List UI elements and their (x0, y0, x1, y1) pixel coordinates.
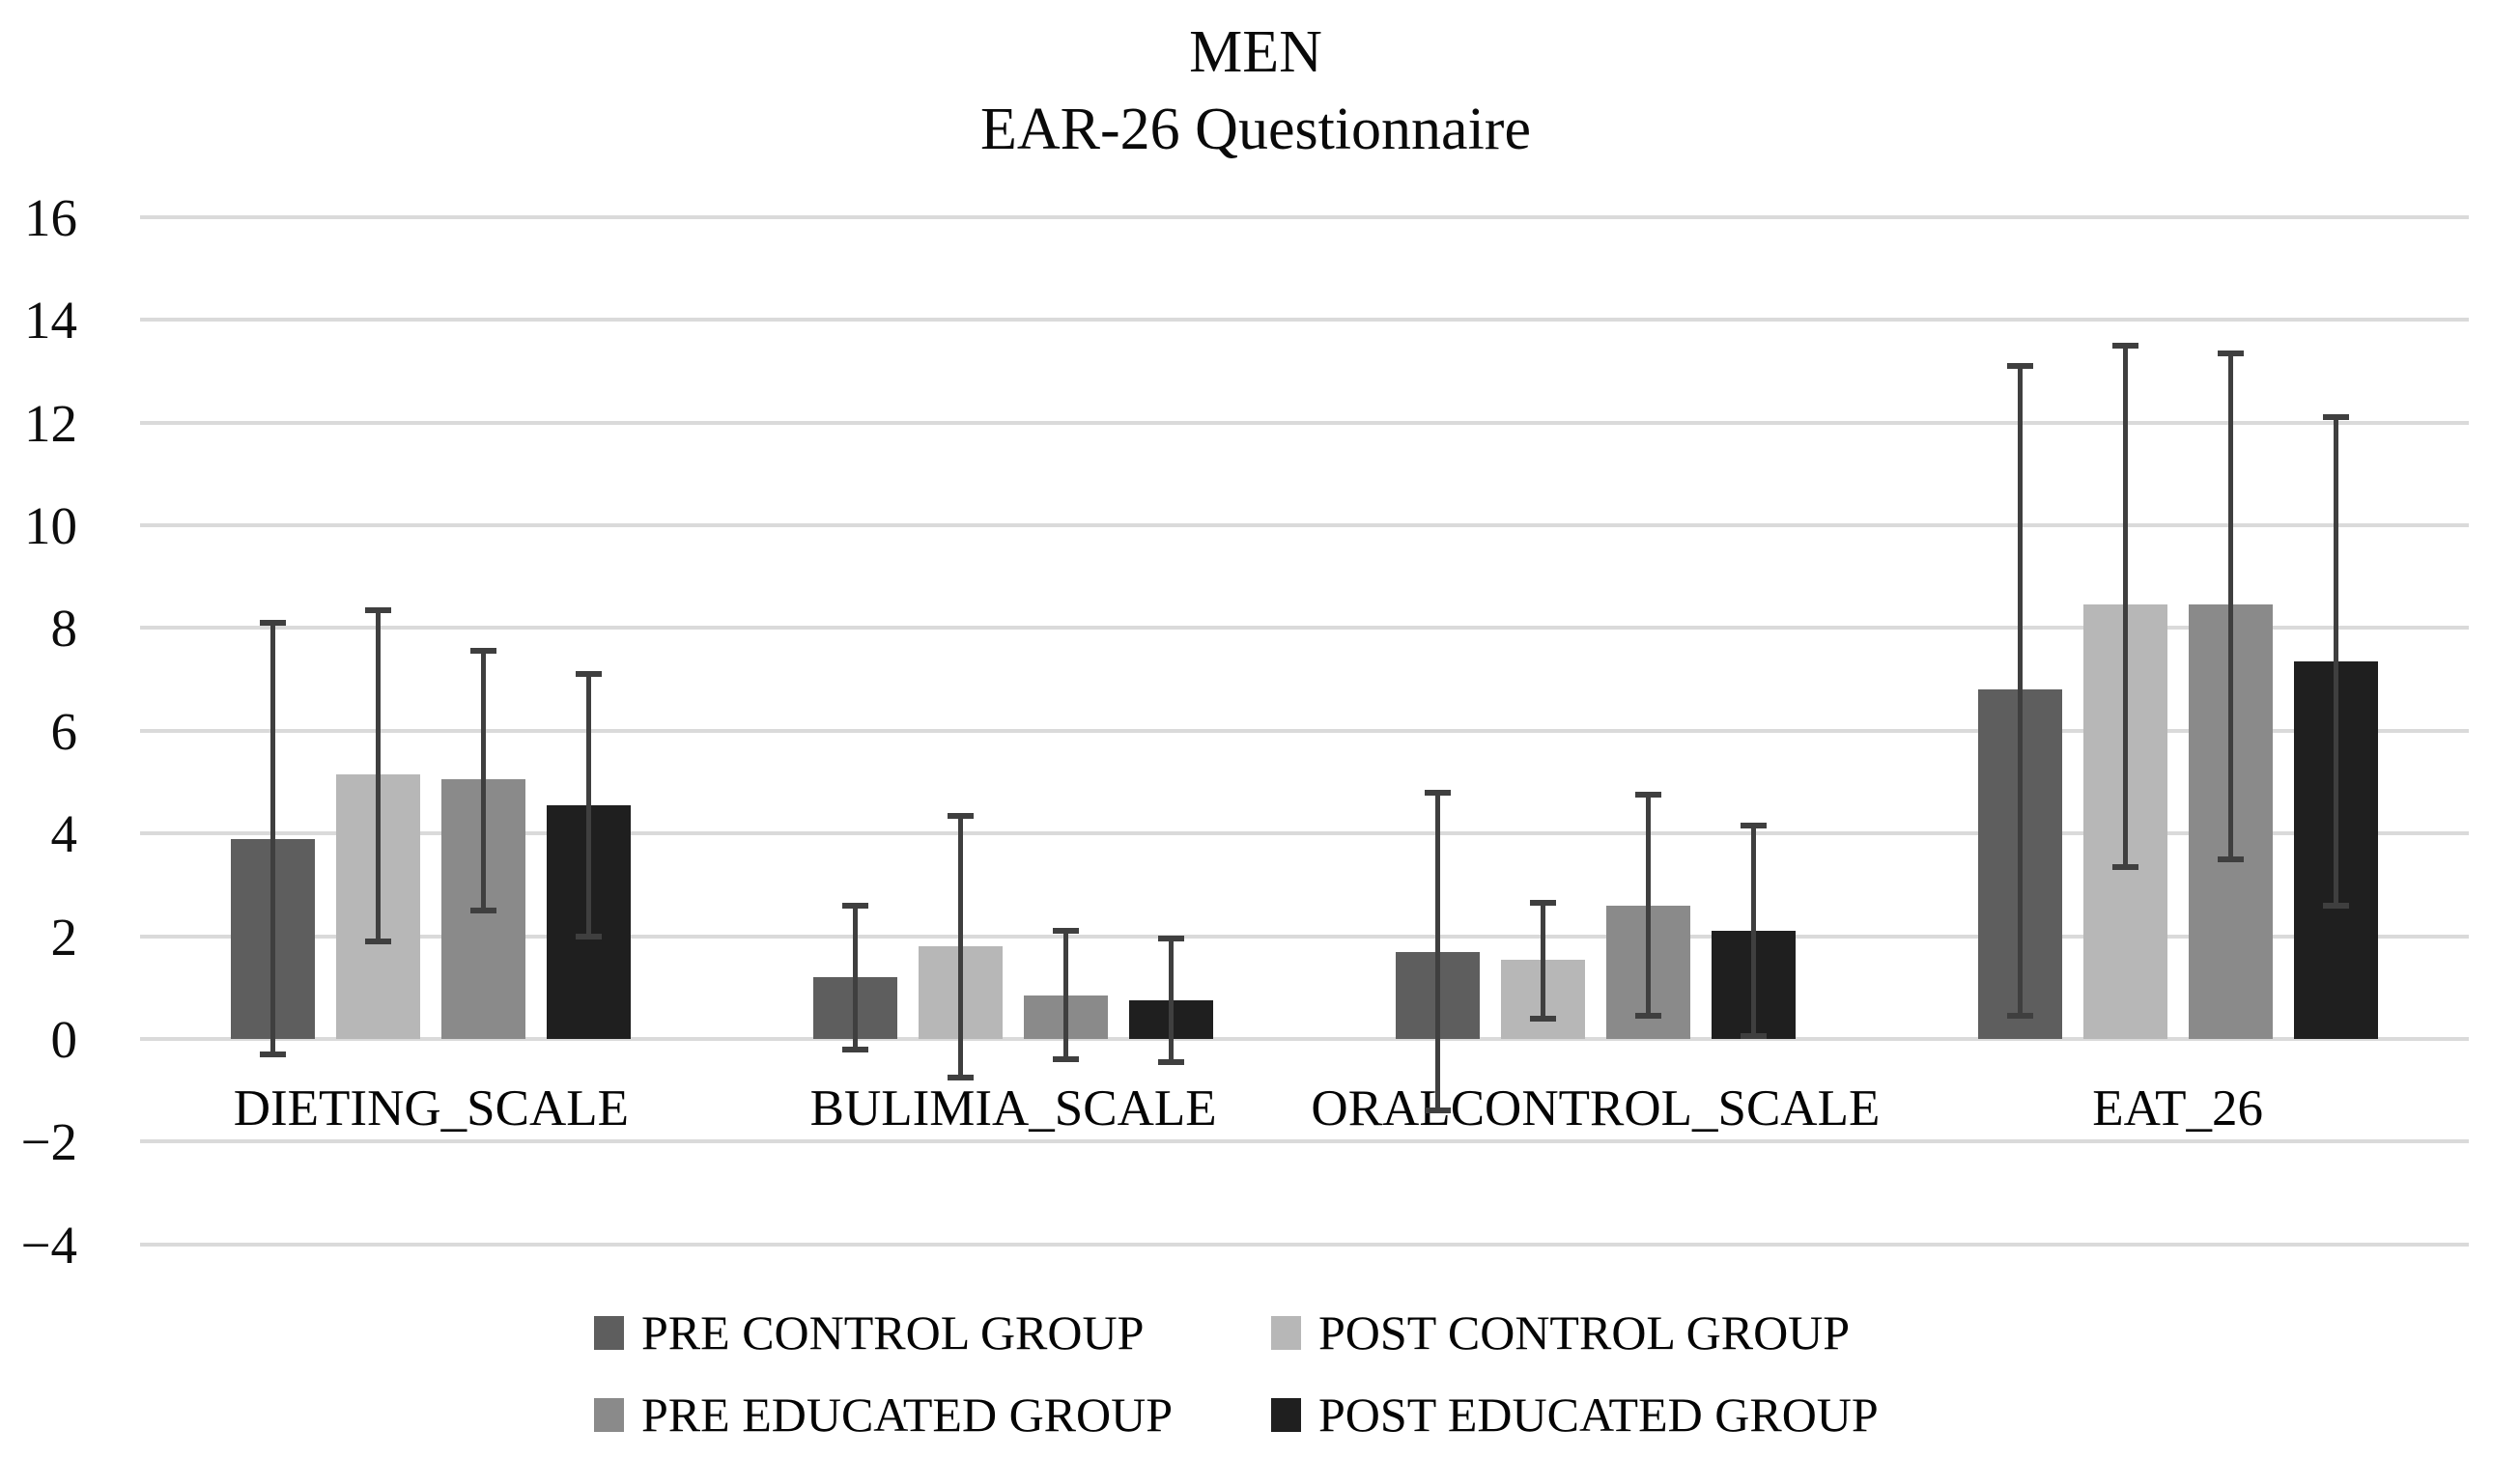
error-bar-bottom-cap (260, 1051, 287, 1057)
error-bar-top-cap (260, 620, 287, 627)
error-bar-top-cap (2006, 363, 2033, 370)
legend-item: PRE CONTROL GROUP (594, 1305, 1145, 1360)
error-bar-top-cap (948, 812, 975, 819)
error-bar-line (2227, 352, 2233, 859)
gridline (140, 318, 2469, 322)
y-axis-tick-label: 6 (50, 701, 78, 761)
y-axis-tick-label: −2 (20, 1112, 77, 1172)
gridline (140, 728, 2469, 733)
legend-swatch (594, 1315, 624, 1350)
legend-item: POST EDUCATED GROUP (1271, 1388, 1879, 1442)
error-bar-bottom-cap (576, 933, 603, 939)
legend-label: POST EDUCATED GROUP (1318, 1388, 1879, 1442)
chart-title-line1: MEN (1189, 19, 1322, 85)
error-bar-line (1645, 795, 1651, 1017)
y-axis-tick-label: −4 (20, 1215, 77, 1275)
error-bar-line (2122, 345, 2128, 867)
y-axis-tick-label: 4 (50, 804, 78, 864)
error-bar-top-cap (2217, 350, 2244, 356)
y-axis-tick-label: 14 (24, 291, 77, 350)
x-axis-category-label: ORALCONTROL_SCALE (1311, 1080, 1881, 1136)
y-axis-tick-label: 0 (50, 1010, 78, 1069)
error-bar-bottom-cap (1158, 1058, 1185, 1065)
x-axis-category-label: DIETING_SCALE (233, 1080, 629, 1136)
error-bar-top-cap (1529, 900, 1556, 907)
error-bar-line (1434, 792, 1440, 1111)
gridline (140, 1242, 2469, 1247)
gridline (140, 1037, 2469, 1041)
y-axis-tick-label: 2 (50, 907, 78, 967)
error-bar-line (481, 651, 487, 911)
error-bar-line (853, 905, 859, 1050)
error-bar-top-cap (1634, 792, 1661, 799)
legend-label: POST CONTROL GROUP (1318, 1305, 1851, 1360)
gridline (140, 831, 2469, 836)
y-axis-tick-label: 16 (24, 187, 77, 247)
x-axis-category-label: EAT_26 (2092, 1080, 2263, 1136)
legend-swatch (1271, 1397, 1301, 1432)
error-bar-line (270, 623, 276, 1054)
error-bar-top-cap (470, 648, 497, 655)
error-bar-line (2017, 366, 2023, 1017)
error-bar-bottom-cap (2006, 1013, 2033, 1020)
error-bar-bottom-cap (2217, 855, 2244, 862)
error-bar-top-cap (1424, 789, 1451, 796)
error-bar-bottom-cap (1740, 1033, 1767, 1040)
gridline (140, 523, 2469, 527)
error-bar-line (1750, 826, 1756, 1037)
error-bar-line (1169, 939, 1175, 1062)
chart-title-line2: EAR-26 Questionnaire (980, 97, 1531, 162)
legend-label: PRE EDUCATED GROUP (641, 1388, 1174, 1442)
error-bar-bottom-cap (948, 1074, 975, 1080)
error-bar-bottom-cap (1529, 1015, 1556, 1022)
error-bar-bottom-cap (365, 938, 392, 944)
error-bar-line (1540, 903, 1545, 1019)
x-axis-category-label: BULIMIA_SCALE (809, 1080, 1217, 1136)
error-bar-bottom-cap (1634, 1013, 1661, 1020)
error-bar-bottom-cap (2111, 863, 2138, 870)
error-bar-bottom-cap (2322, 902, 2349, 909)
gridline (140, 1139, 2469, 1144)
error-bar-top-cap (365, 606, 392, 613)
error-bar-line (958, 815, 964, 1078)
gridline (140, 626, 2469, 631)
error-bar-top-cap (576, 671, 603, 678)
error-bar-bottom-cap (1053, 1056, 1080, 1063)
error-bar-bottom-cap (470, 908, 497, 913)
legend-label: PRE CONTROL GROUP (641, 1305, 1145, 1360)
y-axis-tick-label: 10 (24, 496, 77, 555)
error-bar-top-cap (1158, 936, 1185, 942)
legend-item: PRE EDUCATED GROUP (594, 1388, 1174, 1442)
error-bar-top-cap (842, 902, 869, 909)
gridline (140, 214, 2469, 219)
error-bar-top-cap (1053, 928, 1080, 935)
error-bar-bottom-cap (842, 1046, 869, 1052)
error-bar-line (1063, 931, 1069, 1060)
legend-swatch (594, 1397, 624, 1432)
y-axis-tick-label: 12 (24, 393, 77, 453)
error-bar-top-cap (2111, 342, 2138, 349)
error-bar-top-cap (2322, 414, 2349, 421)
gridline (140, 420, 2469, 425)
gridline (140, 934, 2469, 939)
legend-item: POST CONTROL GROUP (1271, 1305, 1851, 1360)
y-axis-tick-label: 8 (50, 599, 78, 659)
error-bar-line (376, 609, 382, 941)
error-bar-line (2333, 417, 2338, 906)
error-bar-line (586, 674, 592, 937)
chart-title: MEN EAR-26 Questionnaire (0, 14, 2511, 168)
error-bar-top-cap (1740, 823, 1767, 829)
error-bar-bottom-cap (1424, 1108, 1451, 1114)
legend-swatch (1271, 1315, 1301, 1350)
